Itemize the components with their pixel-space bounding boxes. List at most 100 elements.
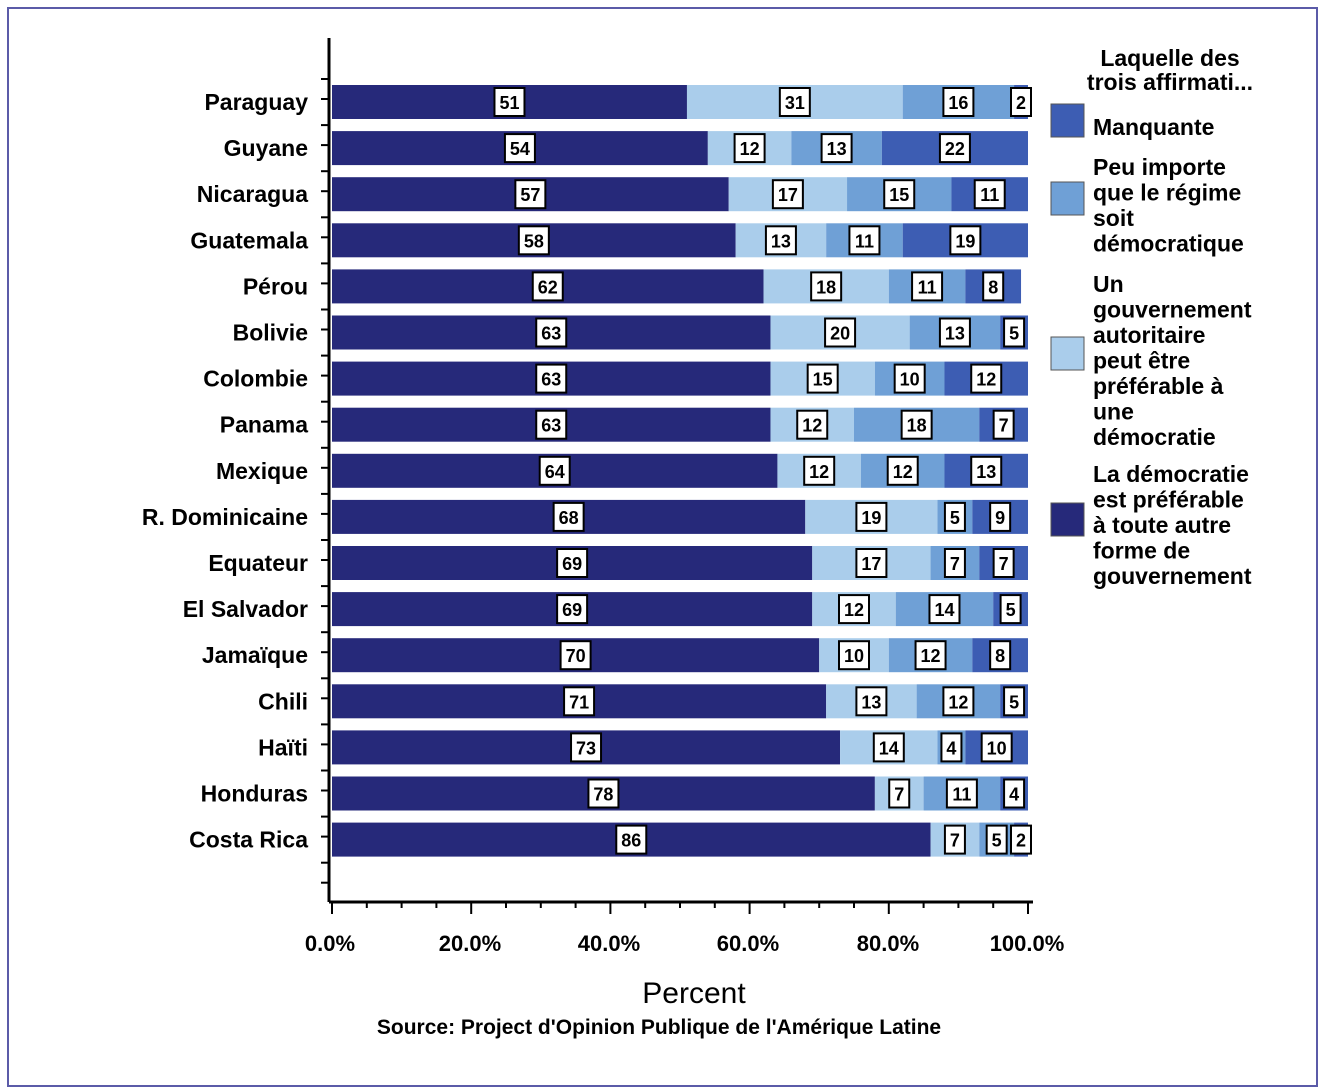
- category-label: Bolivie: [233, 320, 308, 346]
- data-label: 13: [827, 139, 847, 159]
- value-label-box: [531, 271, 564, 302]
- value-label-box: [587, 778, 620, 809]
- category-label: Colombie: [203, 366, 308, 392]
- value-label-box: [1010, 87, 1032, 117]
- value-label-box: [999, 594, 1022, 625]
- data-label: 9: [995, 508, 1005, 528]
- legend-label-democratie: forme de: [1093, 538, 1190, 564]
- legend-label-democratie: gouvernement: [1093, 563, 1252, 589]
- data-label: 14: [934, 600, 954, 620]
- value-label-box: [556, 594, 589, 625]
- category-label: Equateur: [208, 550, 308, 576]
- value-label-box: [973, 179, 1006, 210]
- category-label: Haïti: [258, 734, 308, 760]
- value-label-box: [893, 363, 926, 394]
- legend-label-manquante: Manquante: [1093, 114, 1214, 140]
- value-label-box: [535, 363, 568, 394]
- legend-swatch-manquante: [1050, 103, 1085, 138]
- legend-label-democratie: à toute autre: [1093, 512, 1231, 538]
- value-label-box: [538, 455, 571, 486]
- data-label: 78: [593, 785, 613, 805]
- data-label: 51: [499, 93, 519, 113]
- data-label: 12: [893, 462, 913, 482]
- value-label-box: [985, 824, 1008, 855]
- value-label-box: [938, 133, 971, 164]
- value-label-box: [1003, 778, 1026, 809]
- value-label-box: [982, 271, 1005, 302]
- data-label: 12: [844, 600, 864, 620]
- data-label: 68: [559, 508, 579, 528]
- data-label: 4: [946, 738, 956, 758]
- value-label-box: [945, 778, 978, 809]
- data-label: 86: [621, 831, 641, 851]
- category-label: Jamaïque: [202, 642, 308, 668]
- value-label-box: [914, 640, 947, 671]
- value-label-box: [778, 87, 811, 117]
- data-label: 11: [980, 185, 999, 205]
- data-label: 12: [809, 462, 829, 482]
- value-label-box: [992, 548, 1015, 578]
- value-label-box: [535, 409, 568, 440]
- data-label: 12: [740, 139, 760, 159]
- data-label: 63: [541, 370, 561, 390]
- value-label-box: [886, 455, 919, 486]
- category-label: Panama: [220, 412, 308, 438]
- data-label: 17: [778, 185, 798, 205]
- value-label-box: [989, 640, 1012, 671]
- legend-swatch-autoritaire: [1050, 336, 1085, 371]
- data-label: 7: [950, 831, 960, 851]
- data-label: 62: [538, 277, 558, 297]
- data-label: 13: [976, 462, 996, 482]
- value-label-box: [970, 455, 1003, 486]
- x-tick-label: 60.0%: [717, 931, 779, 956]
- value-label-box: [552, 501, 585, 532]
- value-label-box: [796, 409, 829, 440]
- legend-label-autoritaire: gouvernement: [1093, 297, 1252, 323]
- value-label-box: [559, 640, 592, 671]
- x-tick-label: 40.0%: [578, 931, 640, 956]
- value-label-box: [943, 501, 966, 532]
- data-label: 7: [999, 416, 1009, 436]
- value-label-box: [733, 133, 766, 164]
- value-label-box: [803, 455, 836, 486]
- value-label-box: [943, 824, 966, 855]
- legend-title: trois affirmati...: [1087, 69, 1253, 95]
- category-label: Nicaragua: [197, 181, 308, 207]
- category-label: Pérou: [243, 273, 308, 299]
- data-label: 5: [992, 831, 1002, 851]
- value-label-box: [848, 225, 881, 256]
- value-label-box: [872, 732, 905, 763]
- data-label: 7: [999, 554, 1009, 574]
- data-label: 64: [545, 462, 565, 482]
- data-label: 31: [785, 93, 805, 113]
- category-label: Costa Rica: [189, 827, 308, 853]
- data-label: 4: [1009, 785, 1019, 805]
- x-tick-label: 80.0%: [857, 931, 919, 956]
- value-label-box: [992, 409, 1015, 440]
- data-label: 63: [541, 416, 561, 436]
- legend-label-peu_importe: que le régime: [1093, 180, 1241, 206]
- value-label-box: [503, 133, 536, 164]
- data-label: 58: [524, 231, 544, 251]
- legend-swatch-peu_importe: [1050, 181, 1085, 216]
- value-label-box: [943, 548, 966, 578]
- category-label: R. Dominicaine: [142, 504, 308, 530]
- category-label: Chili: [258, 688, 308, 714]
- legend-label-autoritaire: préférable à: [1093, 373, 1224, 399]
- category-label: Paraguay: [204, 89, 308, 115]
- data-label: 10: [844, 646, 864, 666]
- value-label-box: [1010, 824, 1032, 855]
- data-label: 71: [569, 692, 589, 712]
- legend-label-democratie: est préférable: [1093, 487, 1244, 513]
- data-label: 63: [541, 324, 561, 344]
- value-label-box: [980, 732, 1013, 763]
- x-axis-title: Percent: [642, 977, 746, 1010]
- category-label: Guyane: [224, 135, 308, 161]
- data-label: 12: [921, 646, 941, 666]
- value-label-box: [824, 317, 857, 348]
- legend-label-autoritaire: peut être: [1093, 348, 1190, 374]
- data-label: 5: [1006, 600, 1016, 620]
